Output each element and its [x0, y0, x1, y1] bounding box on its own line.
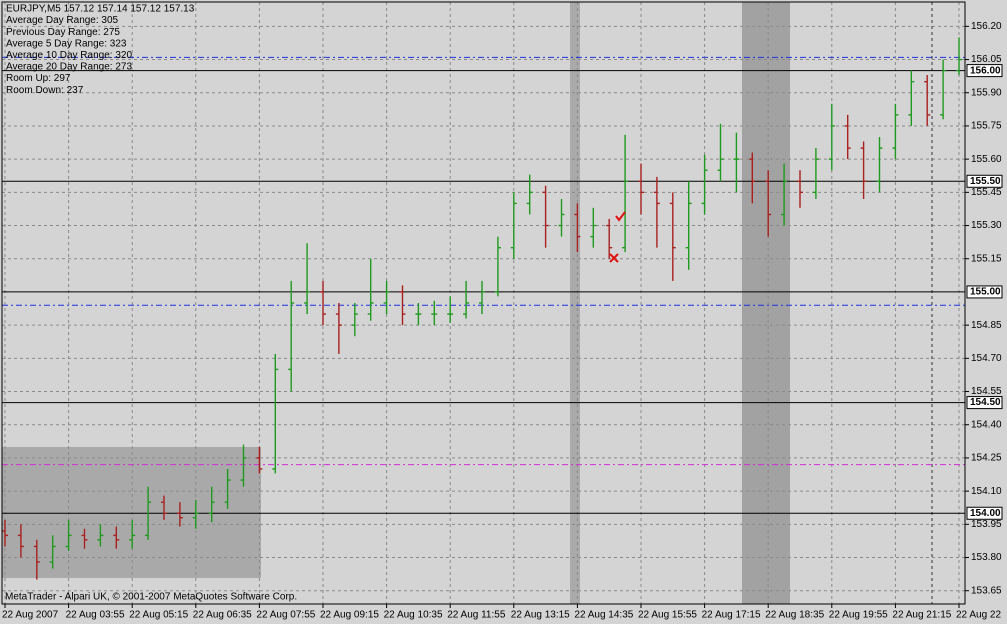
x-tick-label: 22 Aug 10:35	[384, 610, 443, 621]
y-tick-label: 154.55	[971, 386, 1002, 397]
info-line: Average 10 Day Range: 320	[6, 50, 132, 61]
level-label: 155.50	[970, 176, 1001, 187]
info-line: Previous Day Range: 275	[6, 27, 120, 38]
x-tick-label: 22 Aug 06:35	[193, 610, 252, 621]
x-tick-label: 22 Aug 09:15	[320, 610, 379, 621]
y-tick-label: 155.30	[971, 220, 1002, 231]
x-tick-label: 22 Aug 11:55	[447, 610, 506, 621]
level-label: 154.50	[970, 397, 1001, 408]
x-tick-label: 22 Aug 07:55	[256, 610, 315, 621]
y-tick-label: 153.80	[971, 552, 1002, 563]
info-line: Room Down: 237	[6, 85, 84, 96]
x-tick-label: 22 Aug 13:15	[511, 610, 570, 621]
level-label-box	[966, 174, 1003, 188]
x-tick-label: 22 Aug 21:15	[892, 610, 951, 621]
level-label-box	[966, 64, 1003, 78]
y-tick-label: 154.85	[971, 320, 1002, 331]
shading	[2, 2, 790, 604]
footer: MetaTrader - Alpari UK, © 2001-2007 Meta…	[5, 592, 297, 603]
y-tick-label: 155.15	[971, 253, 1002, 264]
y-tick-label: 155.90	[971, 87, 1002, 98]
info-line: Room Up: 297	[6, 73, 71, 84]
x-tick-label: 22 Aug 15:55	[638, 610, 697, 621]
session-box	[2, 447, 261, 578]
axes: 153.65 153.80 153.95 154.10 154.25 154.40 154.…	[2, 21, 1003, 621]
buy-signal	[615, 211, 626, 222]
y-tick-label: 153.95	[971, 519, 1002, 530]
level-label: 156.00	[970, 65, 1001, 76]
x-tick-label: 22 Aug 22	[956, 610, 1001, 621]
bars	[2, 37, 962, 580]
x-tick-label: 22 Aug 19:55	[829, 610, 888, 621]
x-tick-label: 22 Aug 05:15	[129, 610, 188, 621]
x-tick-label: 22 Aug 17:15	[702, 610, 761, 621]
y-tick-label: 156.20	[971, 21, 1002, 32]
info-panel: EURJPY,M5 157.12 157.14 157.12 157.13Ave…	[6, 4, 195, 96]
y-tick-label: 156.05	[971, 54, 1002, 65]
y-tick-label: 153.65	[971, 585, 1002, 596]
y-tick-label: 155.45	[971, 187, 1002, 198]
info-line: Average Day Range: 305	[6, 15, 119, 26]
y-tick-label: 154.70	[971, 353, 1002, 364]
session-band	[742, 2, 790, 604]
levels	[2, 56, 965, 514]
y-tick-label: 155.60	[971, 154, 1002, 165]
sell-signal	[609, 253, 619, 263]
y-tick-label: 154.10	[971, 486, 1002, 497]
level-label-box	[966, 506, 1003, 520]
y-tick-label: 154.40	[971, 419, 1002, 430]
info-line: Average 20 Day Range: 273	[6, 62, 132, 73]
level-label: 155.00	[970, 287, 1001, 298]
level-label-box	[966, 396, 1003, 410]
info-line: Average 5 Day Range: 323	[6, 38, 127, 49]
info-line: EURJPY,M5 157.12 157.14 157.12 157.13	[6, 4, 195, 15]
level-label-box	[966, 285, 1003, 299]
x-tick-label: 22 Aug 03:55	[66, 610, 125, 621]
y-tick-label: 154.25	[971, 453, 1002, 464]
plot-frame	[1, 1, 966, 605]
x-tick-label: 22 Aug 14:35	[574, 610, 633, 621]
session-band	[570, 2, 580, 604]
y-tick-label: 155.75	[971, 121, 1002, 132]
x-tick-label: 22 Aug 18:35	[765, 610, 824, 621]
level-label: 154.00	[970, 508, 1001, 519]
x-tick-label: 22 Aug 2007	[2, 610, 59, 621]
